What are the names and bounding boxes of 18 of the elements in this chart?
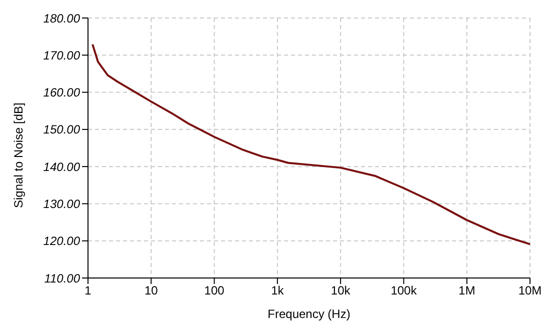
x-tick-label: 1M — [458, 284, 476, 298]
x-tick-label: 1 — [84, 284, 92, 298]
y-tick-label: 160.00 — [43, 86, 80, 100]
x-tick-label: 10 — [144, 284, 158, 298]
x-tick-label: 10k — [330, 284, 352, 298]
y-tick-label: 120.00 — [43, 234, 80, 248]
x-tick-label: 100k — [390, 284, 418, 298]
x-tick-label: 10M — [518, 284, 542, 298]
x-tick-label: 100 — [204, 284, 225, 298]
y-axis-title: Signal to Noise [dB] — [11, 102, 26, 208]
y-tick-label: 150.00 — [43, 122, 80, 137]
y-tick-label: 140.00 — [43, 160, 80, 174]
y-tick-label: 170.00 — [43, 48, 80, 62]
x-tick-label: 1k — [271, 284, 285, 298]
x-axis-title: Frequency (Hz) — [268, 307, 350, 321]
y-tick-label: 110.00 — [44, 271, 80, 286]
y-tick-label: 130.00 — [43, 196, 80, 211]
y-tick-label: 180.00 — [43, 11, 80, 26]
